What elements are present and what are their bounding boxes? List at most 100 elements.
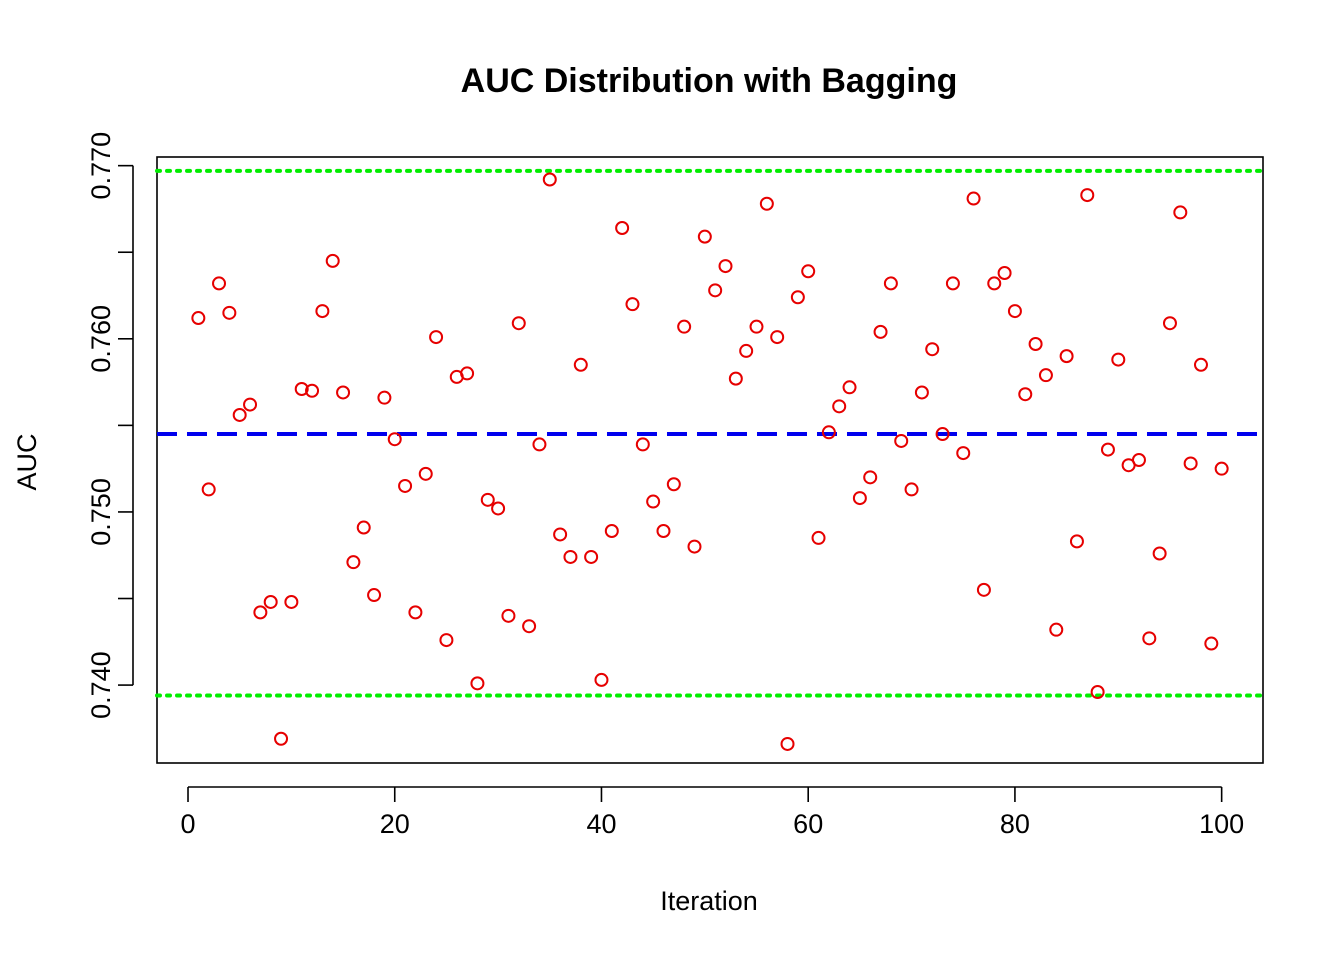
data-point: [532, 437, 547, 452]
data-point: [522, 619, 537, 634]
data-point: [966, 191, 981, 206]
data-point: [356, 520, 371, 535]
data-point: [615, 220, 630, 235]
data-point: [821, 425, 836, 440]
data-point: [914, 385, 929, 400]
data-point: [677, 319, 692, 334]
data-point: [646, 494, 661, 509]
data-point: [573, 357, 588, 372]
data-point: [480, 492, 495, 507]
data-point: [935, 427, 950, 442]
data-point: [770, 330, 785, 345]
x-tick-label: 80: [1000, 809, 1030, 839]
data-point: [253, 605, 268, 620]
data-point: [666, 477, 681, 492]
data-point: [604, 523, 619, 538]
data-point: [263, 594, 278, 609]
data-point: [408, 605, 423, 620]
data-point: [460, 366, 475, 381]
data-point: [1111, 352, 1126, 367]
data-point: [832, 399, 847, 414]
data-point: [987, 276, 1002, 291]
data-point: [1183, 456, 1198, 471]
data-point: [212, 276, 227, 291]
y-tick-label: 0.740: [86, 651, 116, 719]
data-point: [1204, 636, 1219, 651]
data-point: [1100, 442, 1115, 457]
data-point: [232, 407, 247, 422]
data-point: [1049, 622, 1064, 637]
data-point: [398, 478, 413, 493]
data-point: [945, 276, 960, 291]
data-point: [315, 304, 330, 319]
data-point: [491, 501, 506, 516]
data-point: [274, 731, 289, 746]
data-point: [925, 342, 940, 357]
data-point: [997, 266, 1012, 281]
plot-area-border: [156, 156, 1264, 764]
x-tick-label: 100: [1199, 809, 1244, 839]
data-point: [687, 539, 702, 554]
data-point: [1018, 387, 1033, 402]
data-point: [284, 594, 299, 609]
data-point: [429, 330, 444, 345]
data-point: [656, 523, 671, 538]
data-point: [439, 633, 454, 648]
data-point: [1214, 461, 1229, 476]
data-point: [584, 549, 599, 564]
data-point: [759, 196, 774, 211]
data-point: [718, 259, 733, 274]
data-point: [1090, 685, 1105, 700]
data-point: [728, 371, 743, 386]
data-point: [243, 397, 258, 412]
data-point: [780, 736, 795, 751]
data-point: [1038, 368, 1053, 383]
data-point: [894, 433, 909, 448]
data-point: [976, 582, 991, 597]
data-point: [511, 316, 526, 331]
data-point: [1080, 188, 1095, 203]
data-point: [852, 491, 867, 506]
data-point: [625, 297, 640, 312]
x-tick-label: 0: [180, 809, 195, 839]
x-tick-label: 20: [380, 809, 410, 839]
data-point: [501, 608, 516, 623]
y-tick-label: 0.760: [86, 305, 116, 373]
y-axis-label: AUC: [12, 433, 42, 490]
data-point: [1069, 534, 1084, 549]
data-point: [294, 382, 309, 397]
data-point: [1173, 205, 1188, 220]
data-point: [863, 470, 878, 485]
data-point: [1152, 546, 1167, 561]
y-tick-label: 0.770: [86, 132, 116, 200]
data-point: [956, 446, 971, 461]
data-point: [811, 530, 826, 545]
data-point: [387, 432, 402, 447]
data-point: [553, 527, 568, 542]
chart-title: AUC Distribution with Bagging: [461, 62, 958, 100]
data-point: [418, 466, 433, 481]
data-point: [873, 324, 888, 339]
data-point: [367, 588, 382, 603]
data-point: [697, 229, 712, 244]
data-point: [1131, 453, 1146, 467]
data-point: [635, 437, 650, 452]
data-point: [883, 276, 898, 291]
data-point: [904, 482, 919, 497]
data-point: [305, 383, 320, 398]
x-axis: 0 20 40 60 80 100: [180, 786, 1244, 839]
data-point: [1162, 316, 1177, 331]
data-point: [470, 676, 485, 691]
y-axis: 0.740 0.750 0.760 0.770: [86, 132, 134, 719]
x-tick-label: 40: [586, 809, 616, 839]
x-axis-label: Iteration: [660, 886, 758, 916]
data-point: [801, 264, 816, 279]
data-point: [1007, 304, 1022, 319]
data-point: [790, 290, 805, 305]
data-point: [1193, 357, 1208, 372]
data-point: [191, 311, 206, 326]
x-tick-label: 60: [793, 809, 823, 839]
data-point: [325, 253, 340, 268]
